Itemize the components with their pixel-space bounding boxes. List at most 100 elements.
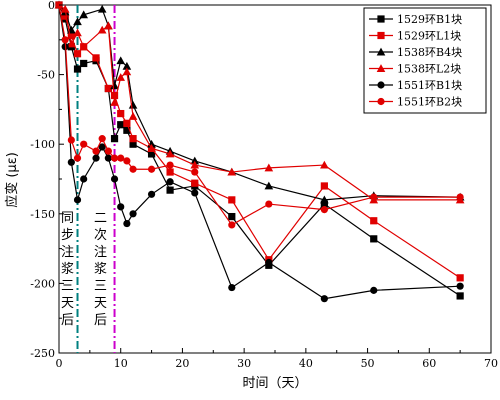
data-point bbox=[73, 28, 82, 37]
data-point bbox=[147, 190, 156, 198]
legend-item: 1529环L1块 bbox=[369, 30, 461, 43]
legend-label: 1538环L2块 bbox=[397, 63, 461, 76]
data-point bbox=[92, 147, 100, 155]
data-point bbox=[376, 64, 386, 72]
x-tick-label: 60 bbox=[422, 357, 436, 370]
data-point bbox=[61, 36, 69, 44]
data-point bbox=[191, 179, 199, 187]
legend-item: 1538环B4块 bbox=[369, 46, 462, 59]
y-tick-label: -100 bbox=[30, 138, 55, 151]
data-point bbox=[190, 156, 200, 165]
annotation-char: 注 bbox=[61, 245, 74, 260]
legend-label: 1551环B1块 bbox=[397, 79, 462, 92]
series-line bbox=[58, 4, 461, 300]
data-point bbox=[67, 39, 76, 48]
data-point bbox=[320, 200, 328, 208]
data-point bbox=[123, 157, 131, 165]
series-layer bbox=[54, 0, 465, 303]
data-point bbox=[129, 210, 137, 218]
legend-label: 1529环L1块 bbox=[397, 30, 461, 43]
data-point bbox=[92, 54, 100, 62]
x-axis-title: 时间（天） bbox=[242, 376, 307, 391]
data-point bbox=[97, 25, 107, 34]
data-point bbox=[116, 56, 126, 65]
data-point bbox=[110, 135, 119, 143]
data-point bbox=[122, 67, 132, 76]
data-point bbox=[147, 150, 156, 158]
data-point bbox=[166, 178, 174, 186]
legend-label: 1529环B1块 bbox=[397, 13, 462, 26]
data-point bbox=[67, 32, 75, 40]
data-point bbox=[98, 143, 106, 151]
data-point bbox=[129, 135, 137, 143]
data-point bbox=[129, 165, 137, 173]
data-point bbox=[80, 59, 88, 68]
x-tick-label: 70 bbox=[484, 357, 498, 370]
data-point bbox=[117, 203, 125, 211]
data-point bbox=[117, 109, 125, 118]
data-point bbox=[228, 221, 236, 229]
data-point bbox=[104, 21, 113, 30]
data-point bbox=[228, 196, 236, 204]
data-point bbox=[320, 195, 329, 204]
data-point bbox=[147, 165, 156, 173]
data-point bbox=[110, 81, 119, 90]
data-point bbox=[110, 175, 119, 183]
data-point bbox=[79, 10, 89, 19]
annotation-char: 天 bbox=[61, 296, 74, 311]
data-point bbox=[377, 31, 385, 40]
x-tick-label: 50 bbox=[361, 357, 375, 370]
data-point bbox=[377, 15, 385, 23]
data-point bbox=[110, 98, 119, 106]
legend-item: 1529环B1块 bbox=[369, 13, 462, 26]
data-point bbox=[104, 154, 112, 162]
series-6 bbox=[55, 1, 464, 229]
data-point bbox=[122, 61, 132, 70]
y-tick-label: -50 bbox=[37, 69, 55, 82]
annotation-char: 次 bbox=[94, 227, 107, 243]
data-point bbox=[80, 140, 88, 148]
annotation-char: 三 bbox=[94, 279, 107, 294]
data-point bbox=[79, 42, 89, 51]
data-point bbox=[265, 200, 273, 208]
data-point bbox=[67, 158, 75, 166]
data-point bbox=[104, 147, 112, 155]
y-tick-label: -200 bbox=[30, 277, 55, 290]
data-point bbox=[456, 292, 464, 300]
annotation-char: 后 bbox=[61, 313, 74, 328]
annotation-char: 注 bbox=[94, 245, 107, 260]
y-tick-label: -150 bbox=[30, 208, 55, 221]
data-point bbox=[377, 97, 385, 106]
data-point bbox=[191, 189, 199, 197]
x-tick-label: 20 bbox=[175, 357, 189, 370]
data-point bbox=[191, 168, 199, 176]
x-tick-label: 40 bbox=[299, 357, 313, 370]
annotation-char: 浆 bbox=[61, 262, 74, 277]
data-point bbox=[370, 193, 378, 201]
series-5 bbox=[55, 1, 464, 303]
data-point bbox=[264, 163, 274, 172]
legend: 1529环B1块 1529环L1块 1538环B4块 1538环L2块 1551环B1块… bbox=[363, 7, 487, 114]
data-point bbox=[117, 154, 125, 162]
data-point bbox=[73, 154, 82, 162]
legend-box bbox=[363, 7, 487, 114]
data-point bbox=[104, 84, 112, 93]
legend-item: 1551环B1块 bbox=[369, 79, 462, 92]
data-point bbox=[377, 81, 385, 89]
data-point bbox=[166, 168, 174, 176]
data-point bbox=[147, 144, 156, 152]
data-point bbox=[456, 282, 464, 290]
data-point bbox=[73, 196, 82, 204]
data-point bbox=[73, 50, 82, 58]
data-point bbox=[128, 100, 138, 109]
data-point bbox=[228, 212, 236, 221]
data-point bbox=[128, 112, 138, 120]
data-point bbox=[227, 167, 237, 176]
data-point bbox=[123, 119, 131, 127]
annotation-char: 二 bbox=[94, 211, 107, 226]
data-point bbox=[67, 136, 75, 144]
data-point bbox=[370, 235, 378, 243]
data-point bbox=[117, 121, 125, 129]
annotation-char: 同 bbox=[61, 211, 74, 226]
